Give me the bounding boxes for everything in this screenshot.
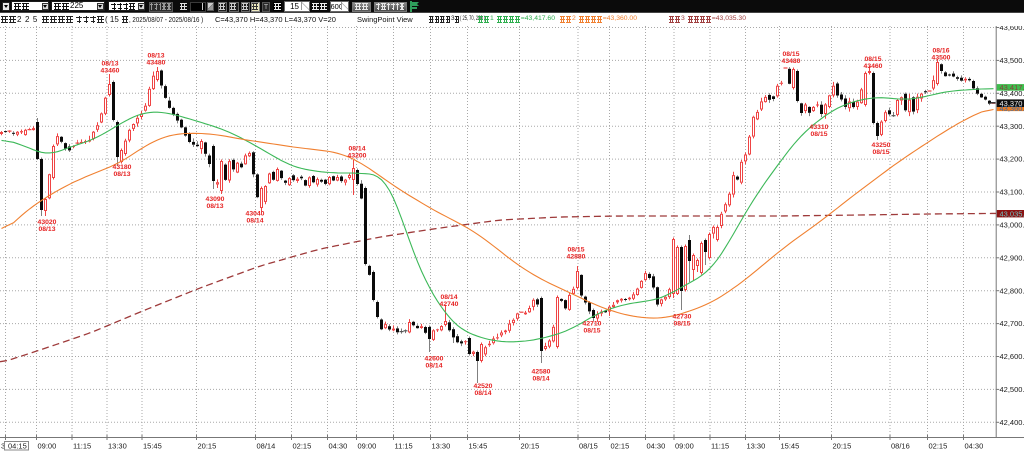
svg-text:08/13: 08/13 [38,226,55,233]
svg-text:43,400.: 43,400. [1000,89,1024,98]
svg-text:42580: 42580 [532,369,551,376]
svg-text:42730: 42730 [673,314,692,321]
svg-text:11:15: 11:15 [73,442,91,451]
svg-text:43,370: 43,370 [1000,99,1023,108]
svg-text:04:30: 04:30 [647,442,666,451]
svg-text:09:00: 09:00 [675,442,694,451]
svg-text:02:15: 02:15 [293,442,312,451]
svg-text:43460: 43460 [864,63,883,70]
svg-text:04:30: 04:30 [965,442,984,451]
svg-text:15:45: 15:45 [469,442,488,451]
svg-text:08/16: 08/16 [932,48,949,55]
svg-text:3: 3 [1,442,5,451]
svg-text:11:15: 11:15 [711,442,729,451]
svg-text:42740: 42740 [440,301,459,308]
svg-text:13:30: 13:30 [747,442,766,451]
svg-text:43,000.: 43,000. [1000,221,1024,230]
svg-text:08/14: 08/14 [246,218,263,225]
svg-text:08/16: 08/16 [891,442,910,451]
svg-text:08/14: 08/14 [425,363,442,370]
svg-text:42,800.: 42,800. [1000,286,1024,295]
svg-text:08/14: 08/14 [532,376,549,383]
svg-text:43090: 43090 [206,196,225,203]
svg-text:08/15: 08/15 [782,51,799,58]
svg-text:42,900.: 42,900. [1000,253,1024,262]
svg-text:43040: 43040 [246,211,265,218]
svg-text:20:15: 20:15 [521,442,540,451]
svg-text:42,600.: 42,600. [1000,352,1024,361]
svg-text:08/13: 08/13 [147,53,164,60]
svg-text:08/13: 08/13 [206,203,223,210]
svg-text:02:15: 02:15 [611,442,630,451]
svg-text:09:00: 09:00 [38,442,57,451]
svg-text:08/15: 08/15 [864,56,881,63]
svg-text:43310: 43310 [810,124,829,131]
svg-text:08/15: 08/15 [673,321,690,328]
svg-text:43,200.: 43,200. [1000,155,1024,164]
svg-text:43,360.: 43,360. [1000,104,1024,113]
svg-text:04:15: 04:15 [8,442,27,451]
svg-text:20:15: 20:15 [833,442,852,451]
svg-text:43460: 43460 [101,68,120,75]
svg-text:04:30: 04:30 [329,442,348,451]
svg-text:42,500.: 42,500. [1000,385,1024,394]
svg-text:43480: 43480 [147,60,166,67]
svg-text:02:15: 02:15 [929,442,948,451]
svg-text:15:45: 15:45 [143,442,162,451]
svg-text:08/15: 08/15 [583,328,600,335]
svg-text:08/14: 08/14 [348,146,365,153]
svg-text:43,035.: 43,035. [1000,209,1024,218]
svg-text:13:30: 13:30 [108,442,127,451]
svg-text:42710: 42710 [583,321,602,328]
svg-text:42520: 42520 [474,383,493,390]
svg-text:11:15: 11:15 [395,442,413,451]
svg-text:43,600.: 43,600. [1000,23,1024,32]
svg-text:43,100.: 43,100. [1000,188,1024,197]
svg-text:08/15: 08/15 [810,131,827,138]
svg-text:43500: 43500 [932,55,951,62]
svg-text:15:45: 15:45 [781,442,800,451]
svg-text:43200: 43200 [348,153,367,160]
svg-text:09:00: 09:00 [358,442,377,451]
svg-text:08/14: 08/14 [474,390,491,397]
svg-text:43020: 43020 [38,219,57,226]
svg-text:08/15: 08/15 [579,442,598,451]
svg-text:43,300.: 43,300. [1000,122,1024,131]
svg-text:43180: 43180 [113,164,132,171]
svg-text:13:30: 13:30 [432,442,451,451]
svg-text:42600: 42600 [425,356,444,363]
svg-text:43250: 43250 [872,142,891,149]
svg-text:43480: 43480 [782,58,801,65]
svg-text:43,417.: 43,417. [1000,83,1024,92]
svg-text:42,400.: 42,400. [1000,418,1024,427]
svg-text:43,500.: 43,500. [1000,56,1024,65]
svg-text:08/14: 08/14 [257,442,276,451]
svg-text:20:15: 20:15 [198,442,217,451]
svg-text:42,700.: 42,700. [1000,319,1024,328]
svg-text:08/15: 08/15 [872,149,889,156]
svg-text:08/14: 08/14 [440,294,457,301]
svg-text:08/13: 08/13 [101,61,118,68]
svg-text:08/15: 08/15 [567,247,584,254]
svg-text:42880: 42880 [567,254,586,261]
svg-text:08/13: 08/13 [113,171,130,178]
